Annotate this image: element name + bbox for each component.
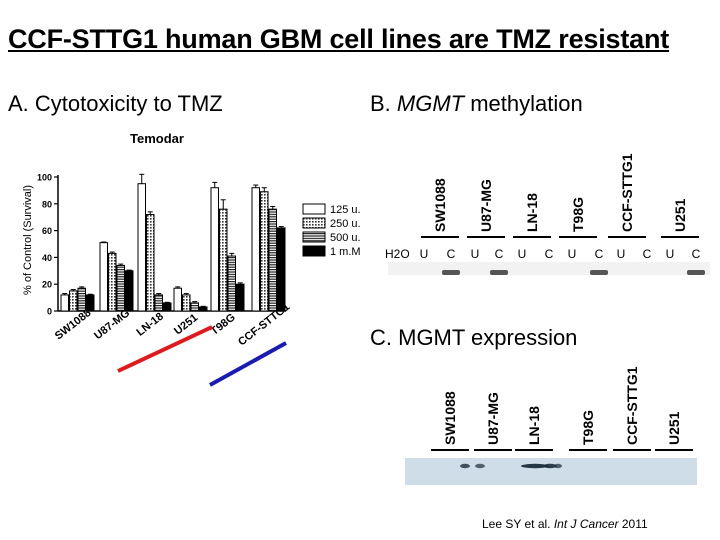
bar (69, 290, 78, 312)
uc-label: C (643, 247, 652, 261)
y-tick-label: 40 (42, 253, 52, 263)
legend-swatch (302, 203, 326, 215)
bar (182, 294, 191, 312)
citation: Lee SY et al. Int J Cancer 2011 (482, 517, 648, 531)
lane-label: LN-18 (524, 193, 540, 232)
uc-label: C (545, 247, 554, 261)
lane-label: SW1088 (442, 391, 458, 445)
uc-label: C (495, 247, 504, 261)
lane-label: LN-18 (526, 406, 542, 445)
y-tick-label: 80 (42, 199, 52, 209)
lane-label: U251 (672, 198, 688, 232)
uc-label: U (666, 247, 675, 261)
bar (190, 302, 199, 312)
gel-background (388, 262, 710, 275)
slide-title: CCF-STTG1 human GBM cell lines are TMZ r… (8, 24, 670, 54)
bar (154, 294, 163, 312)
blue-underline (209, 341, 287, 387)
blot-background (405, 458, 697, 485)
y-axis-label: % of Control (Survival) (22, 185, 34, 295)
expression-blot-panel: SW1088 U87-MG LN-18 T98G CCF-STTG1 U251 (405, 366, 697, 485)
legend-swatch (302, 231, 326, 243)
uc-label: C (692, 247, 701, 261)
uc-label: U (518, 247, 527, 261)
bar (268, 208, 277, 312)
x-tick-label: U87-MG (92, 307, 132, 342)
gel-band (590, 270, 608, 275)
panel-b-gene: MGMT (396, 91, 465, 116)
uc-label: U (568, 247, 577, 261)
bar (99, 242, 108, 312)
y-tick-label: 0 (47, 307, 52, 317)
h2o-label: H2O (385, 247, 410, 261)
lane-label: U251 (666, 411, 682, 445)
legend-label: 250 u.M (330, 218, 360, 230)
legend-swatch (302, 217, 326, 229)
blot-band (543, 463, 557, 469)
lane-label: T98G (570, 197, 586, 232)
legend-label: 125 u.M (330, 204, 360, 216)
bar (236, 283, 245, 312)
blot-band (554, 463, 562, 469)
bar (173, 287, 182, 312)
lane-label: CCF-STTG1 (624, 366, 640, 445)
legend-swatch (302, 245, 326, 257)
citation-journal: Int J Cancer (553, 517, 619, 531)
lane-label: SW1088 (432, 178, 448, 232)
uc-label: C (447, 247, 456, 261)
panel-b-suffix: methylation (464, 91, 583, 116)
bar (260, 191, 269, 312)
bar (60, 294, 69, 312)
uc-label: U (471, 247, 480, 261)
gel-band (442, 270, 460, 275)
panel-c-heading: C. MGMT expression (370, 325, 578, 350)
lane-label: U87-MG (478, 179, 494, 232)
bar (210, 187, 219, 312)
panel-b-heading: B. MGMT methylation (370, 91, 583, 117)
citation-authors: Lee SY et al. (482, 517, 551, 531)
legend-label: 1 m.M (330, 246, 360, 258)
bar (199, 306, 208, 312)
red-underline (117, 325, 213, 373)
cytotoxicity-chart: Temodar % of Control (Survival) 0 20 40 60 80 1… (22, 131, 360, 387)
bar (137, 183, 146, 312)
x-tick-label: LN-18 (134, 310, 165, 338)
blot-band (460, 463, 470, 469)
bar (163, 302, 172, 312)
uc-label: C (595, 247, 604, 261)
lane-label: T98G (580, 410, 596, 445)
blot-band (475, 463, 485, 469)
citation-year: 2011 (618, 517, 648, 531)
x-tick-label: SW1088 (53, 307, 94, 342)
bar (277, 227, 286, 312)
bar (227, 255, 236, 312)
panel-a-heading: A. Cytotoxicity to TMZ (8, 91, 223, 116)
lane-label: CCF-STTG1 (619, 153, 635, 232)
bar (86, 294, 95, 312)
lane-label: U87-MG (485, 392, 501, 445)
uc-label: U (420, 247, 429, 261)
bar (219, 208, 228, 312)
y-tick-label: 20 (42, 280, 52, 290)
blot-band (521, 463, 549, 469)
bar (125, 270, 134, 312)
gel-band (687, 270, 705, 275)
y-tick-label: 60 (42, 226, 52, 236)
y-tick-label: 100 (37, 173, 52, 183)
gel-band (490, 270, 508, 275)
legend-label: 500 u.M (330, 232, 360, 244)
bar (251, 187, 260, 312)
chart-title: Temodar (130, 131, 184, 146)
uc-label: U (617, 247, 626, 261)
x-tick-label: T98G (209, 311, 238, 337)
panel-b-prefix: B. (370, 91, 397, 116)
bar (146, 214, 155, 312)
bar (116, 264, 125, 312)
bar (108, 252, 117, 312)
